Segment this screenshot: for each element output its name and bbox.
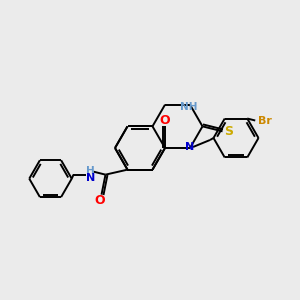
Text: Br: Br bbox=[258, 116, 272, 125]
Text: N: N bbox=[86, 173, 95, 183]
Text: O: O bbox=[160, 115, 170, 128]
Text: H: H bbox=[86, 166, 95, 176]
Text: NH: NH bbox=[180, 102, 198, 112]
Text: S: S bbox=[224, 125, 233, 138]
Text: O: O bbox=[94, 194, 105, 207]
Text: N: N bbox=[185, 142, 195, 152]
